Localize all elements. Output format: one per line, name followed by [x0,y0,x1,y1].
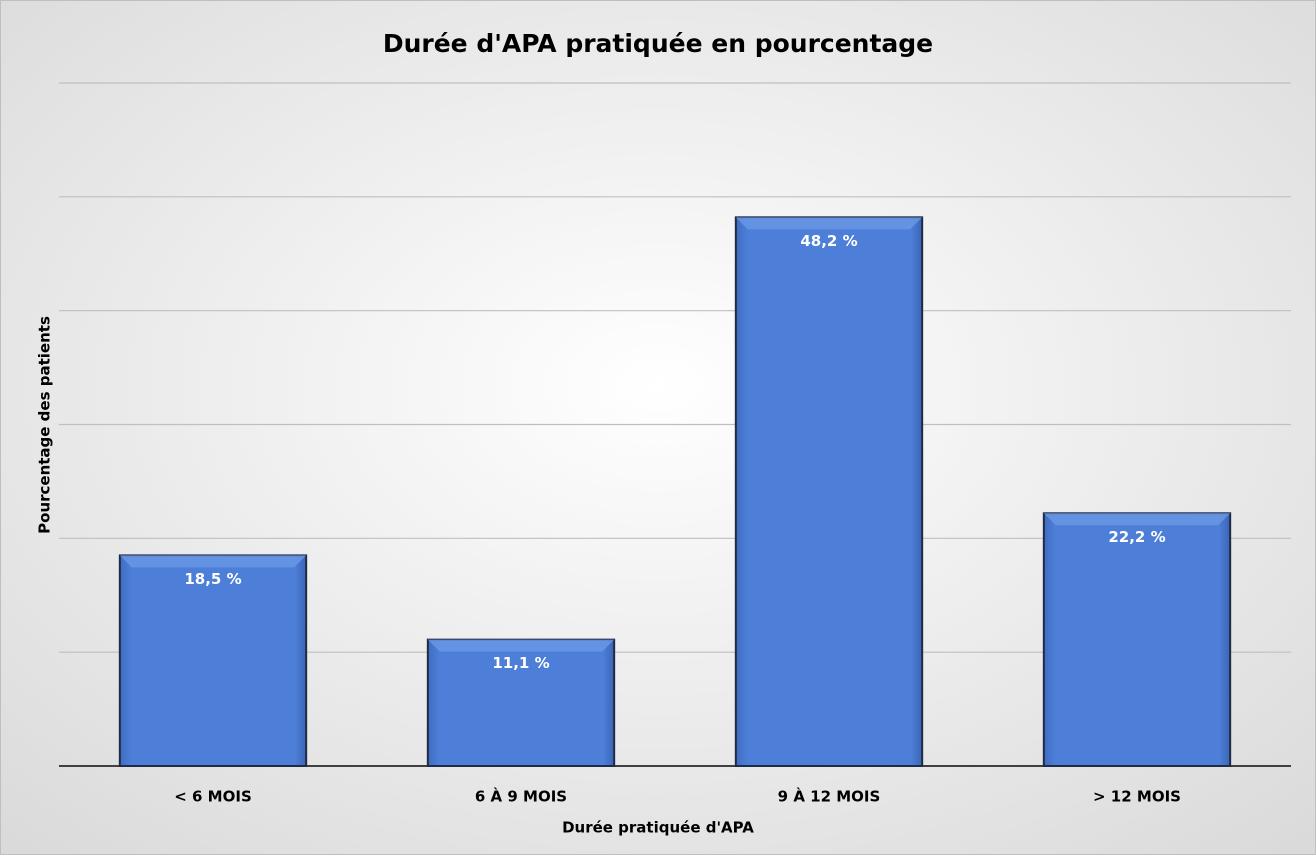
x-tick-label: > 12 MOIS [1093,788,1181,806]
value-label: 18,5 % [184,570,241,588]
bar-bevel-top [119,555,307,568]
value-label: 22,2 % [1108,528,1165,546]
bar-bevel-top [735,217,923,230]
x-tick-label: 6 À 9 MOIS [475,787,567,806]
bar-bevel-top [1043,513,1231,526]
x-tick-label: 9 À 12 MOIS [778,787,881,806]
value-label: 11,1 % [492,654,549,672]
value-label: 48,2 % [800,232,857,250]
x-axis-title: Durée pratiquée d'APA [562,819,754,837]
chart-title: Durée d'APA pratiquée en pourcentage [383,29,933,58]
bar-bevel [1042,512,1232,767]
bar-bevel-top [427,639,615,652]
bar-bevel [118,554,308,767]
bar-bevel [426,638,616,768]
bar-bevel [734,216,924,768]
x-tick-label: < 6 MOIS [174,788,252,806]
y-axis-title: Pourcentage des patients [36,316,54,534]
